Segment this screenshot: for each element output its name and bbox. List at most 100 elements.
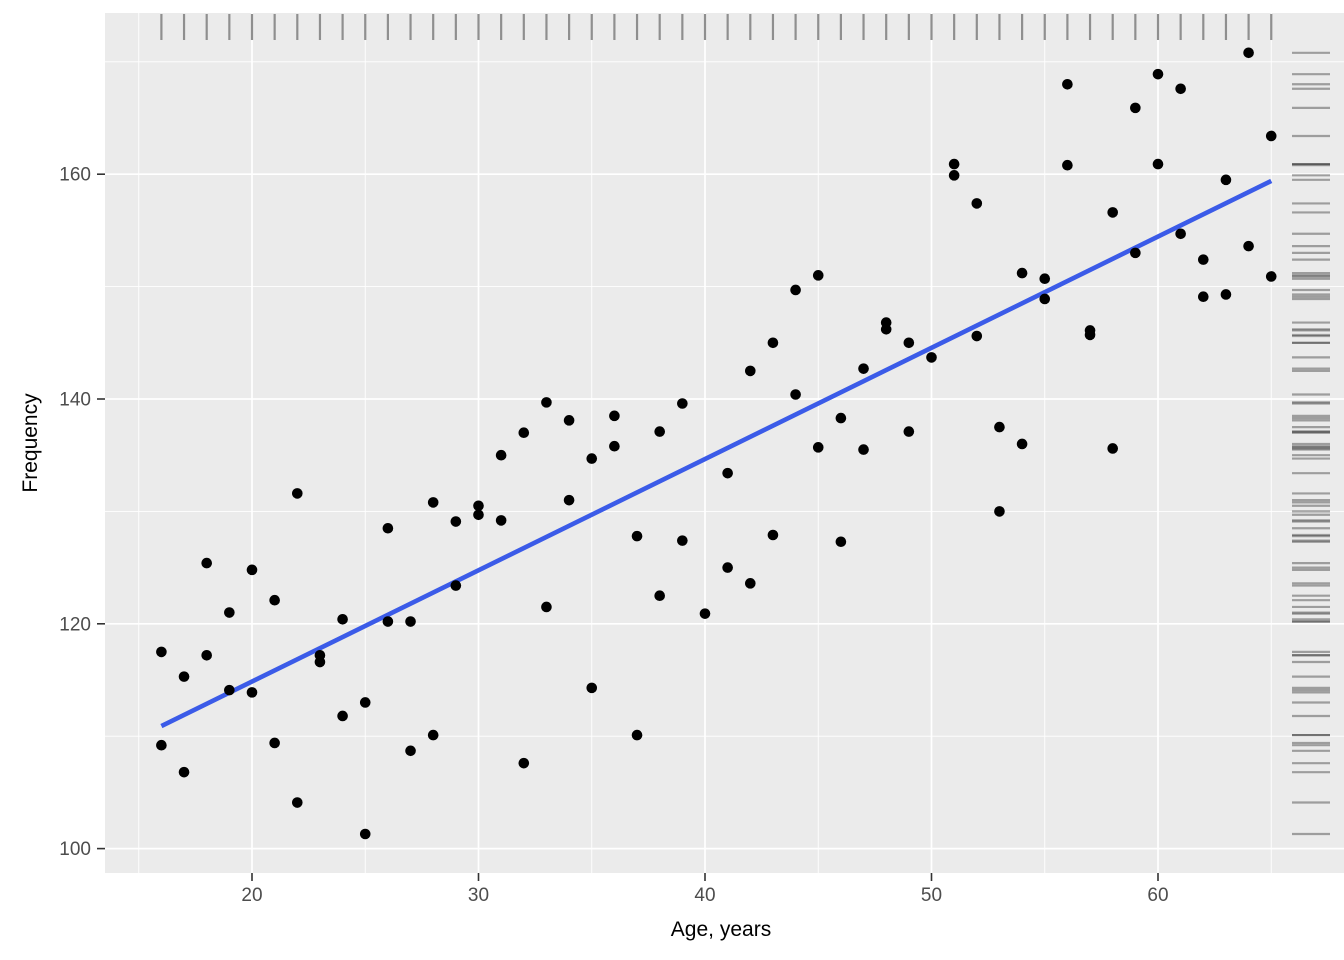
data-point bbox=[1198, 254, 1209, 265]
data-point bbox=[359, 828, 371, 840]
data-point bbox=[1265, 271, 1277, 282]
data-point bbox=[971, 330, 983, 342]
data-point bbox=[1062, 78, 1073, 90]
data-point bbox=[994, 421, 1005, 433]
data-point bbox=[812, 270, 824, 281]
data-point bbox=[903, 337, 915, 349]
x-tick-label: 40 bbox=[694, 885, 715, 906]
data-point bbox=[722, 562, 733, 573]
data-point bbox=[495, 449, 507, 461]
data-point bbox=[971, 198, 983, 209]
x-tick-label: 60 bbox=[1147, 885, 1168, 906]
data-point bbox=[473, 509, 484, 521]
data-point bbox=[224, 607, 235, 618]
data-point bbox=[858, 363, 869, 374]
data-point bbox=[722, 467, 733, 479]
data-point bbox=[790, 284, 801, 296]
data-point bbox=[541, 601, 552, 613]
data-point bbox=[609, 410, 620, 422]
data-point bbox=[1243, 240, 1254, 252]
data-point bbox=[767, 337, 779, 349]
data-point bbox=[835, 536, 847, 548]
data-point bbox=[677, 398, 688, 409]
data-point bbox=[541, 397, 552, 408]
data-point bbox=[1130, 102, 1141, 114]
data-point bbox=[518, 757, 530, 769]
data-point bbox=[1175, 83, 1186, 95]
data-point bbox=[858, 444, 869, 455]
data-point bbox=[1220, 174, 1232, 186]
data-point bbox=[382, 522, 394, 534]
data-point bbox=[1107, 443, 1118, 454]
data-point bbox=[201, 557, 212, 569]
data-point bbox=[1243, 47, 1254, 59]
y-tick-label: 140 bbox=[59, 390, 91, 411]
data-point bbox=[609, 440, 620, 452]
data-point bbox=[677, 535, 688, 546]
data-point bbox=[563, 494, 575, 506]
data-point bbox=[269, 594, 280, 606]
data-point bbox=[1039, 293, 1051, 305]
data-point bbox=[382, 616, 394, 627]
data-point bbox=[699, 608, 711, 619]
data-point bbox=[156, 739, 167, 751]
data-point bbox=[473, 500, 484, 512]
data-point bbox=[405, 616, 416, 627]
data-point bbox=[654, 590, 665, 601]
data-point bbox=[1130, 247, 1141, 259]
data-point bbox=[495, 515, 507, 526]
panel-background bbox=[105, 13, 1344, 873]
data-point bbox=[1107, 207, 1118, 218]
data-point bbox=[405, 745, 416, 757]
y-tick-label: 100 bbox=[59, 839, 91, 860]
data-point bbox=[880, 324, 892, 335]
data-point bbox=[631, 729, 643, 741]
data-point bbox=[1198, 291, 1209, 303]
data-point bbox=[948, 158, 960, 170]
data-point bbox=[654, 426, 665, 437]
x-tick-label: 30 bbox=[468, 885, 489, 906]
data-point bbox=[450, 580, 462, 591]
y-axis-title: Frequency bbox=[19, 393, 42, 493]
data-point bbox=[926, 352, 937, 363]
data-point bbox=[563, 415, 575, 426]
data-point bbox=[337, 614, 348, 625]
data-point bbox=[518, 427, 530, 439]
data-point bbox=[427, 729, 439, 741]
data-point bbox=[790, 389, 801, 400]
data-point bbox=[1084, 329, 1096, 341]
data-point bbox=[337, 710, 348, 722]
x-tick-label: 50 bbox=[921, 885, 942, 906]
data-point bbox=[1265, 130, 1277, 142]
data-point bbox=[1152, 158, 1164, 170]
data-point bbox=[1220, 289, 1232, 300]
data-point bbox=[745, 578, 756, 589]
data-point bbox=[359, 697, 371, 708]
data-point bbox=[201, 649, 212, 661]
data-point bbox=[1016, 438, 1028, 450]
data-point bbox=[903, 426, 915, 437]
data-point bbox=[269, 737, 280, 749]
data-point bbox=[450, 516, 462, 527]
x-tick-label: 20 bbox=[241, 885, 262, 906]
data-point bbox=[292, 797, 303, 808]
x-axis-title: Age, years bbox=[670, 918, 772, 941]
data-point bbox=[948, 170, 960, 181]
y-tick-label: 160 bbox=[59, 165, 91, 186]
data-point bbox=[745, 365, 756, 377]
data-point bbox=[427, 497, 439, 508]
y-tick-label: 120 bbox=[59, 614, 91, 635]
data-point bbox=[178, 671, 190, 682]
data-point bbox=[246, 564, 258, 576]
data-point bbox=[586, 453, 598, 464]
data-point bbox=[812, 442, 824, 453]
data-point bbox=[835, 412, 847, 424]
data-point bbox=[767, 529, 779, 541]
data-point bbox=[586, 682, 598, 694]
regression-line bbox=[160, 178, 1273, 729]
data-point bbox=[1062, 159, 1073, 171]
data-point bbox=[1039, 273, 1051, 285]
data-point bbox=[1175, 228, 1186, 240]
